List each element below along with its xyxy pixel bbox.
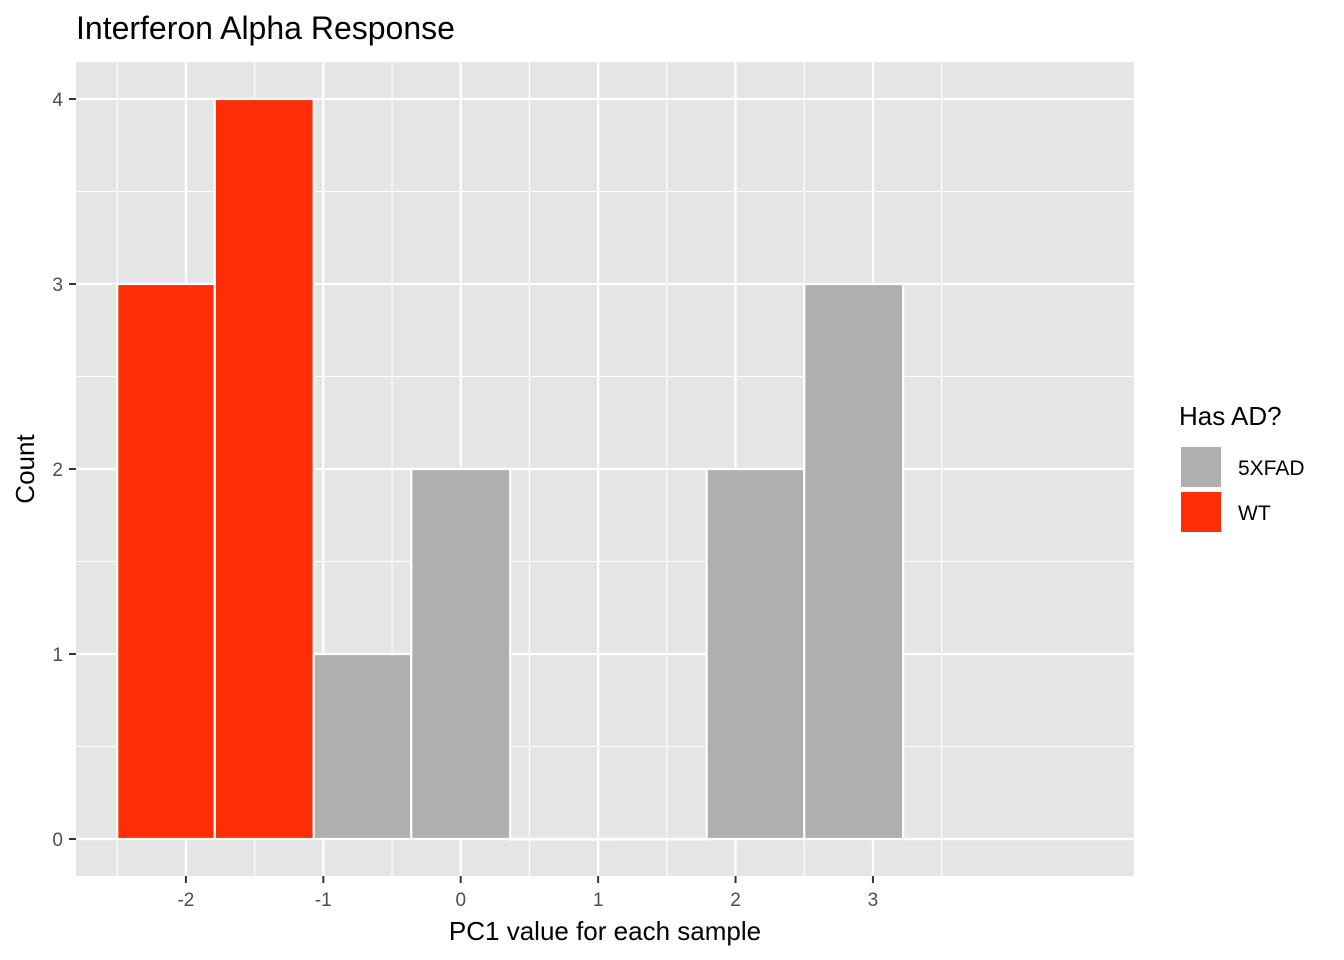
x-tick-label: 1 (593, 890, 604, 911)
x-axis-title: PC1 value for each sample (449, 916, 761, 946)
legend: Has AD? 5XFAD WT (1179, 401, 1305, 534)
histogram-bar (705, 467, 806, 841)
x-tick-label: 3 (868, 890, 879, 911)
x-axis: -2 -1 0 1 2 3 (177, 876, 878, 911)
x-tick-label: 2 (730, 890, 741, 911)
y-tick-label: 4 (52, 90, 63, 111)
histogram-bar (606, 837, 708, 841)
legend-swatch (1179, 490, 1223, 534)
y-tick-label: 0 (52, 830, 63, 851)
x-tick-label: 0 (455, 890, 466, 911)
histogram-bar (803, 282, 905, 841)
histogram-bars (116, 97, 905, 841)
legend-title: Has AD? (1179, 401, 1282, 431)
legend-swatch (1179, 445, 1223, 489)
y-tick-label: 2 (52, 460, 63, 481)
legend-label: 5XFAD (1238, 457, 1305, 480)
histogram-bar (116, 282, 216, 841)
histogram-bar (509, 837, 609, 841)
histogram-bar (312, 652, 413, 841)
histogram-bar (213, 97, 315, 841)
histogram-bar (410, 467, 512, 841)
y-tick-label: 3 (52, 275, 63, 296)
y-axis-title: Count (10, 434, 40, 504)
x-tick-label: -2 (177, 890, 194, 911)
y-tick-label: 1 (52, 645, 63, 666)
chart-title: Interferon Alpha Response (76, 10, 455, 46)
legend-label: WT (1238, 502, 1271, 525)
x-tick-label: -1 (315, 890, 332, 911)
y-axis: 0 1 2 3 4 (52, 90, 76, 851)
